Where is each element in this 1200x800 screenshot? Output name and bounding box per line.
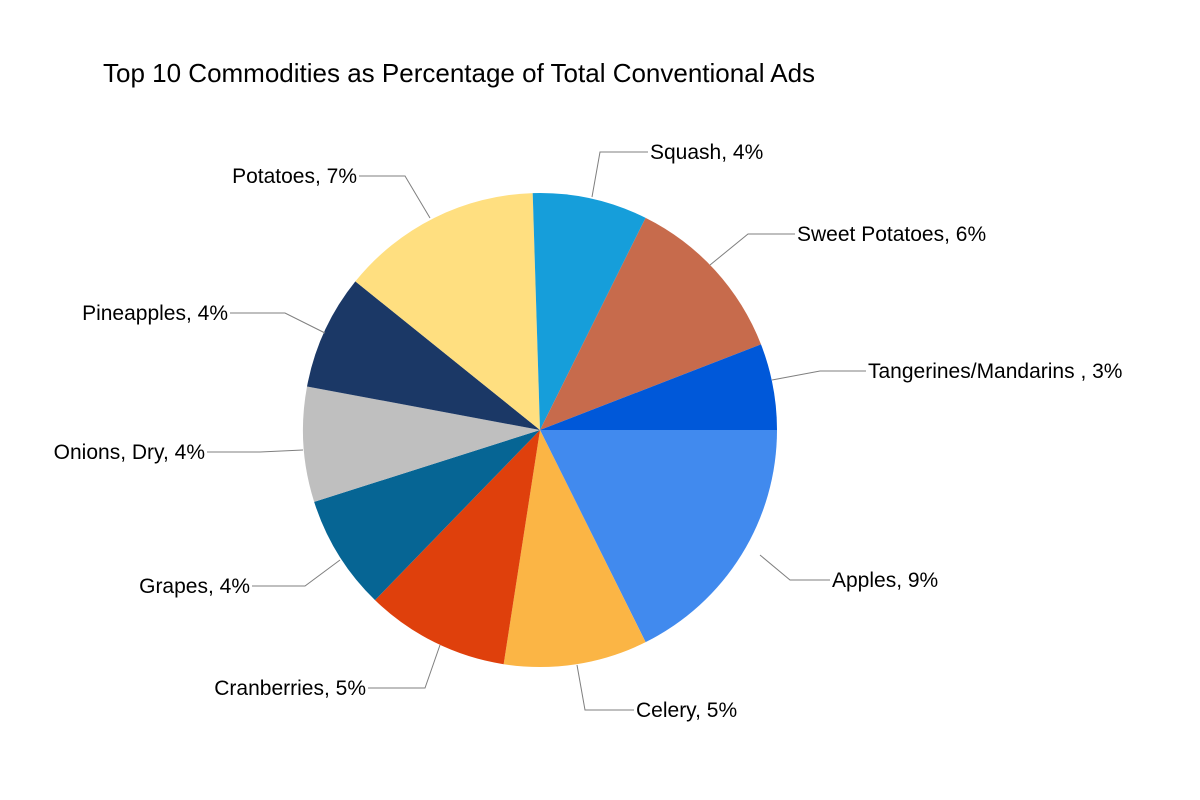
pie-slice-cranberries bbox=[375, 430, 540, 665]
data-label-squash: Squash, 4% bbox=[650, 141, 763, 164]
leader-line-celery bbox=[576, 664, 634, 711]
data-label-tangerines-mandarins: Tangerines/Mandarins , 3% bbox=[868, 360, 1122, 383]
leader-line-cranberries bbox=[368, 644, 441, 689]
leader-line-apples bbox=[759, 554, 830, 581]
pie-slice-sweet-potatoes bbox=[540, 217, 761, 430]
pie-slice-onions-dry bbox=[302, 386, 540, 502]
data-label-sweet-potatoes: Sweet Potatoes, 6% bbox=[797, 223, 986, 246]
pie-slice-pineapples bbox=[307, 281, 540, 430]
leader-line-tangerines-mandarins bbox=[771, 370, 866, 381]
chart-title: Top 10 Commodities as Percentage of Tota… bbox=[103, 58, 815, 88]
data-label-grapes: Grapes, 4% bbox=[139, 575, 250, 598]
data-label-potatoes: Potatoes, 7% bbox=[232, 165, 357, 188]
pie-labels: Apples, 9% Celery, 5% Cranberries, 5% Grape… bbox=[54, 141, 1123, 722]
pie-slice-apples bbox=[540, 430, 777, 643]
data-label-apples: Apples, 9% bbox=[832, 569, 938, 592]
pie-slice-grapes bbox=[314, 430, 540, 601]
data-label-pineapples: Pineapples, 4% bbox=[82, 302, 228, 325]
data-label-onions-dry: Onions, Dry, 4% bbox=[54, 441, 205, 464]
pie-slice-squash bbox=[532, 193, 646, 430]
pie-slice-celery bbox=[503, 430, 646, 667]
pie-slice-tangerines-mandarins bbox=[540, 344, 777, 430]
pie-slice-potatoes bbox=[355, 193, 540, 430]
leader-line-squash bbox=[591, 151, 648, 198]
leader-line-sweet-potatoes bbox=[709, 233, 795, 266]
leader-line-onions-dry bbox=[207, 449, 304, 453]
leader-line-potatoes bbox=[359, 175, 431, 219]
leader-line-grapes bbox=[252, 559, 341, 587]
leader-line-pineapples bbox=[230, 312, 326, 334]
pie-slices bbox=[302, 193, 777, 667]
data-label-cranberries: Cranberries, 5% bbox=[214, 677, 366, 700]
data-label-celery: Celery, 5% bbox=[636, 699, 737, 722]
